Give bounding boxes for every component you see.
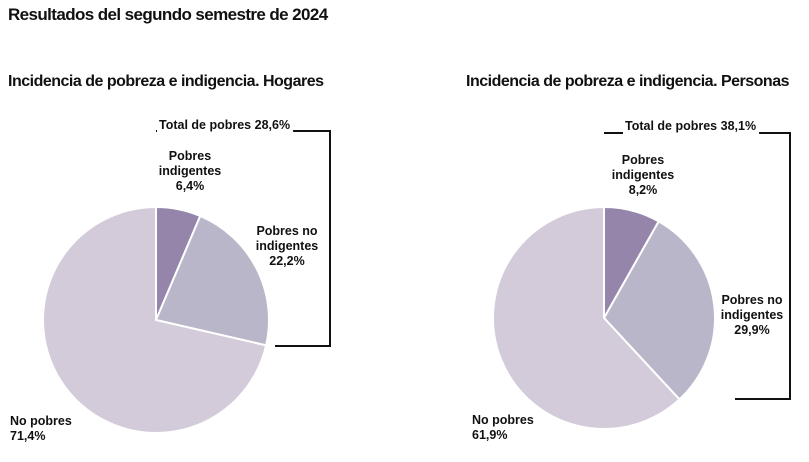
slice-label-personas-0: Pobres indigentes 8,2% bbox=[612, 153, 675, 197]
chart-title-personas: Incidencia de pobreza e indigencia. Pers… bbox=[466, 73, 790, 90]
total-label-hogares: Total de pobres 28,6% bbox=[159, 118, 290, 132]
page-title: Resultados del segundo semestre de 2024 bbox=[8, 5, 328, 24]
total-label-personas: Total de pobres 38,1% bbox=[625, 119, 756, 133]
slice-label-hogares-0: Pobres indigentes 6,4% bbox=[159, 149, 222, 193]
pie-slice-hogares-2 bbox=[42, 206, 268, 434]
pie-slice-hogares-1 bbox=[155, 215, 270, 347]
slice-label-personas-1: Pobres no indigentes 29,9% bbox=[721, 293, 784, 337]
slice-label-hogares-2: No pobres 71,4% bbox=[10, 414, 72, 443]
slice-label-hogares-1: Pobres no indigentes 22,2% bbox=[256, 224, 319, 268]
pie-slice-personas-2 bbox=[492, 206, 681, 430]
pie-slice-personas-1 bbox=[603, 220, 716, 401]
chart-title-hogares: Incidencia de pobreza e indigencia. Hoga… bbox=[8, 73, 324, 90]
slice-label-personas-2: No pobres 61,9% bbox=[472, 413, 534, 442]
